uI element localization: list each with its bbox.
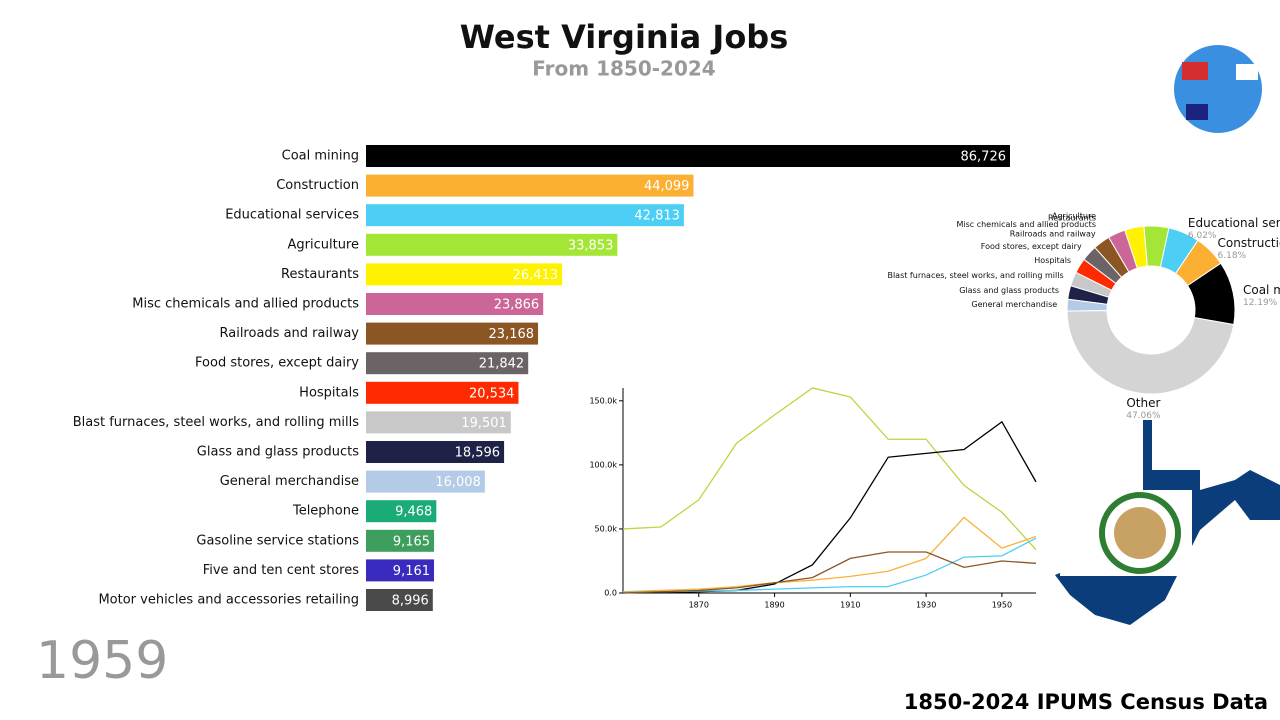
category-label: Restaurants bbox=[281, 267, 359, 282]
value-label: 9,161 bbox=[393, 564, 430, 579]
category-label: Coal mining bbox=[282, 149, 359, 164]
flag-wreath bbox=[1099, 492, 1181, 574]
pie-label: Restaurants bbox=[1048, 213, 1096, 222]
bar bbox=[366, 145, 1010, 167]
bar bbox=[366, 322, 539, 345]
flag-seal bbox=[1114, 507, 1166, 559]
pie-label: Agriculture bbox=[1052, 212, 1096, 221]
donut-slice bbox=[1066, 310, 1235, 395]
pie-label: Misc chemicals and allied products bbox=[956, 220, 1096, 229]
value-label: 33,853 bbox=[568, 238, 614, 253]
category-label: Misc chemicals and allied products bbox=[132, 297, 359, 312]
flag-shape bbox=[1186, 104, 1208, 120]
bar bbox=[366, 293, 544, 315]
x-tick-label: 1930 bbox=[916, 601, 936, 610]
value-label: 23,168 bbox=[489, 327, 535, 342]
value-label: 9,468 bbox=[395, 505, 432, 520]
category-label: Construction bbox=[276, 178, 359, 193]
value-label: 16,008 bbox=[435, 475, 481, 490]
flag-shape bbox=[1182, 62, 1208, 80]
value-label: 86,726 bbox=[961, 150, 1007, 165]
value-label: 44,099 bbox=[644, 179, 690, 194]
value-label: 42,813 bbox=[634, 209, 680, 224]
bar bbox=[366, 441, 505, 463]
bar bbox=[366, 263, 563, 286]
x-tick-label: 1950 bbox=[992, 601, 1012, 610]
pie-label: Glass and glass products bbox=[959, 286, 1059, 295]
category-label: Gasoline service stations bbox=[196, 533, 359, 548]
source-label: 1850-2024 IPUMS Census Data bbox=[904, 690, 1268, 714]
flag-shape bbox=[1236, 64, 1258, 80]
x-tick-label: 1870 bbox=[689, 601, 709, 610]
bar bbox=[366, 589, 433, 611]
value-label: 9,165 bbox=[393, 534, 430, 549]
x-tick-label: 1890 bbox=[764, 601, 784, 610]
category-label: Glass and glass products bbox=[197, 445, 359, 460]
bar bbox=[366, 411, 511, 434]
category-label: Agriculture bbox=[288, 237, 360, 252]
line-series bbox=[622, 551, 1037, 594]
category-label: Educational services bbox=[225, 208, 359, 223]
bar bbox=[366, 381, 519, 404]
value-label: 23,866 bbox=[494, 298, 540, 313]
category-label: General merchandise bbox=[220, 474, 359, 489]
x-tick-label: 1910 bbox=[840, 601, 860, 610]
pie-value-label: 6.18% bbox=[1218, 251, 1247, 261]
category-label: Telephone bbox=[292, 504, 359, 519]
globe-icon bbox=[1174, 45, 1262, 133]
pie-value-label: 6.02% bbox=[1188, 231, 1217, 241]
value-label: 18,596 bbox=[455, 446, 501, 461]
value-label: 19,501 bbox=[461, 416, 507, 431]
chart-title: West Virginia Jobs bbox=[460, 18, 789, 56]
year-label: 1959 bbox=[36, 631, 168, 691]
category-label: Blast furnaces, steel works, and rolling… bbox=[73, 415, 359, 430]
bar bbox=[366, 500, 437, 523]
line-series bbox=[622, 516, 1037, 593]
value-label: 26,413 bbox=[513, 268, 559, 283]
bar bbox=[366, 204, 684, 227]
state-flag bbox=[1055, 420, 1280, 625]
line-series bbox=[622, 387, 1037, 551]
bar bbox=[366, 559, 435, 582]
bar bbox=[366, 470, 485, 493]
category-label: Hospitals bbox=[299, 385, 359, 400]
pie-label: Hospitals bbox=[1034, 256, 1071, 265]
y-tick-label: 0.0 bbox=[604, 589, 617, 598]
pie-label: Railroads and railway bbox=[1010, 230, 1096, 239]
pie-label: Construction bbox=[1218, 236, 1280, 250]
pie-label: Food stores, except dairy bbox=[981, 242, 1082, 251]
pie-label: Blast furnaces, steel works, and rolling… bbox=[887, 271, 1063, 280]
bar bbox=[366, 233, 618, 256]
chart-subtitle: From 1850-2024 bbox=[532, 57, 715, 81]
category-label: Motor vehicles and accessories retailing bbox=[98, 593, 359, 608]
pie-value-label: 12.19% bbox=[1243, 298, 1278, 308]
pie-label: Coal mining bbox=[1243, 283, 1280, 297]
pie-value-label: 47.06% bbox=[1126, 411, 1161, 421]
pie-label: Other bbox=[1126, 396, 1160, 410]
bar bbox=[366, 352, 529, 375]
category-label: Railroads and railway bbox=[220, 326, 360, 341]
value-label: 20,534 bbox=[469, 386, 515, 401]
y-tick-label: 150.0k bbox=[589, 396, 617, 405]
value-label: 8,996 bbox=[392, 594, 429, 609]
category-label: Five and ten cent stores bbox=[203, 563, 360, 578]
y-tick-label: 100.0k bbox=[589, 460, 617, 469]
pie-label: General merchandise bbox=[971, 300, 1057, 309]
y-tick-label: 50.0k bbox=[595, 524, 618, 533]
value-label: 21,842 bbox=[479, 357, 525, 372]
pie-label: Educational services bbox=[1188, 216, 1280, 230]
bar bbox=[366, 529, 435, 552]
category-label: Food stores, except dairy bbox=[195, 356, 359, 371]
bar bbox=[366, 174, 694, 197]
